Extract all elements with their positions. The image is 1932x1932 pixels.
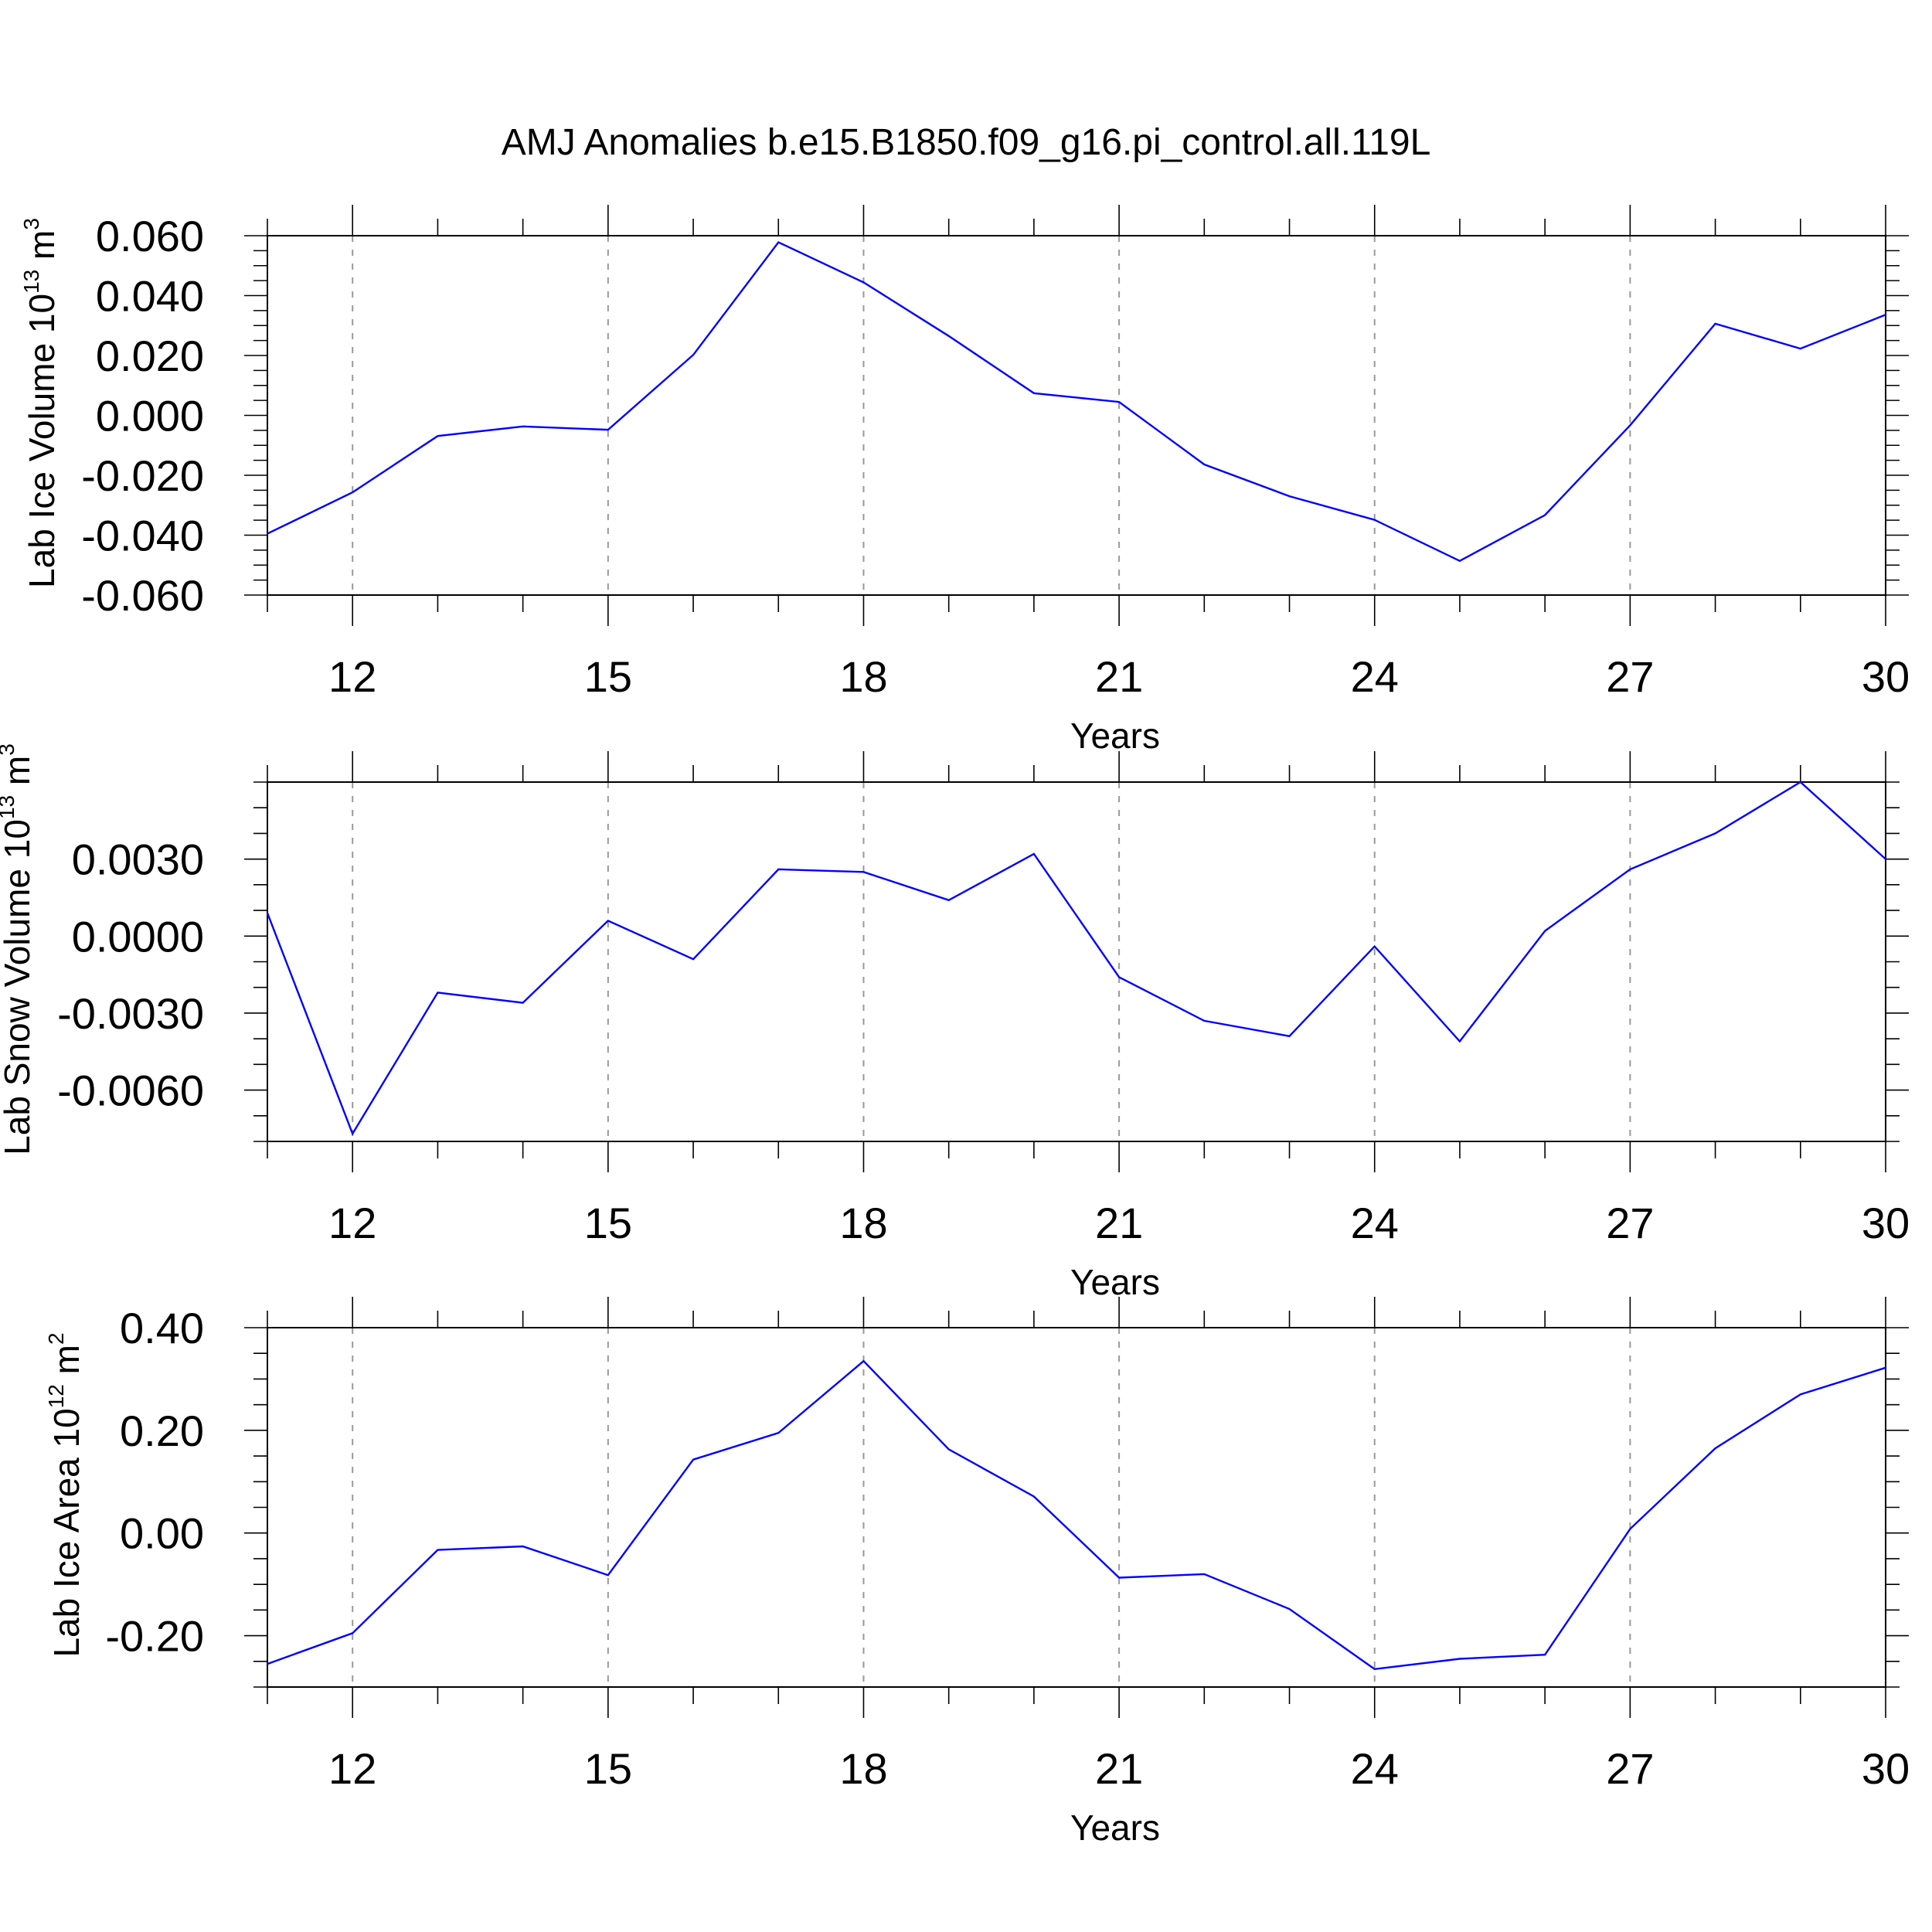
x-tick-label: 27: [1606, 1744, 1654, 1793]
x-tick-label: 30: [1862, 1199, 1910, 1247]
x-tick-label: 21: [1095, 652, 1143, 701]
y-tick-label: 0.40: [120, 1304, 204, 1352]
y-tick-label: -0.020: [81, 451, 204, 500]
y-tick-label: 0.0000: [72, 912, 204, 961]
y-tick-label: 0.0030: [72, 835, 204, 884]
x-tick-label: 21: [1095, 1744, 1143, 1793]
x-tick-label: 12: [328, 1744, 376, 1793]
x-tick-label: 18: [839, 652, 887, 701]
y-axis-label: Lab Ice Volume 1013 m3: [19, 218, 62, 588]
chart-title: AMJ Anomalies b.e15.B1850.f09_g16.pi_con…: [502, 122, 1431, 163]
y-tick-label: 0.020: [96, 332, 204, 380]
x-tick-label: 24: [1351, 652, 1399, 701]
series-line: [267, 240, 1886, 563]
y-tick-label: -0.060: [81, 571, 204, 620]
panel-lab-ice-area: 12 15 18 21 24 27 30 Years 0.40 0.20 0.00 -0.20 Lab …: [44, 1297, 1910, 1848]
x-tick-label: 15: [584, 1744, 632, 1793]
x-tick-label: 18: [839, 1744, 887, 1793]
x-tick-label: 30: [1862, 652, 1910, 701]
y-tick-label: -0.0060: [57, 1066, 204, 1115]
x-tick-label: 30: [1862, 1744, 1910, 1793]
x-tick-label: 24: [1351, 1744, 1399, 1793]
x-axis-label: Years: [1070, 716, 1160, 756]
x-tick-label: 12: [328, 652, 376, 701]
x-axis-label: Years: [1070, 1262, 1160, 1302]
x-tick-label: 15: [584, 652, 632, 701]
x-tick-label: 24: [1351, 1199, 1399, 1247]
y-tick-label: -0.0030: [57, 989, 204, 1038]
plot-frame: [267, 1327, 1886, 1688]
y-tick-label: 0.20: [120, 1406, 204, 1455]
y-tick-label: -0.20: [105, 1612, 204, 1661]
plot-frame: [267, 781, 1886, 1142]
panel-lab-snow-volume: 12 15 18 21 24 27 30 Years 0.0030 0.0000 -0.0030 -0…: [0, 743, 1910, 1302]
series-line: [267, 1359, 1886, 1671]
series-line: [266, 781, 1886, 1136]
y-tick-label: 0.060: [96, 212, 204, 260]
x-axis-label: Years: [1070, 1808, 1160, 1848]
y-axis-label: Lab Snow Volume 1013 m3: [0, 743, 37, 1155]
x-tick-label: 27: [1606, 1199, 1654, 1247]
x-tick-label: 21: [1095, 1199, 1143, 1247]
y-tick-label: 0.00: [120, 1509, 204, 1558]
x-tick-label: 18: [839, 1199, 887, 1247]
y-tick-label: 0.040: [96, 272, 204, 321]
y-tick-label: 0.000: [96, 392, 204, 440]
x-tick-label: 12: [328, 1199, 376, 1247]
x-tick-label: 15: [584, 1199, 632, 1247]
y-tick-label: -0.040: [81, 512, 204, 560]
y-axis-label: Lab Ice Area 1012 m2: [44, 1332, 87, 1657]
x-tick-label: 27: [1606, 652, 1654, 701]
panel-lab-ice-volume: 12 15 18 21 24 27 30 Years 0.060 0.040 0.020 0.000 -…: [19, 205, 1910, 756]
plot-frame: [267, 235, 1886, 596]
